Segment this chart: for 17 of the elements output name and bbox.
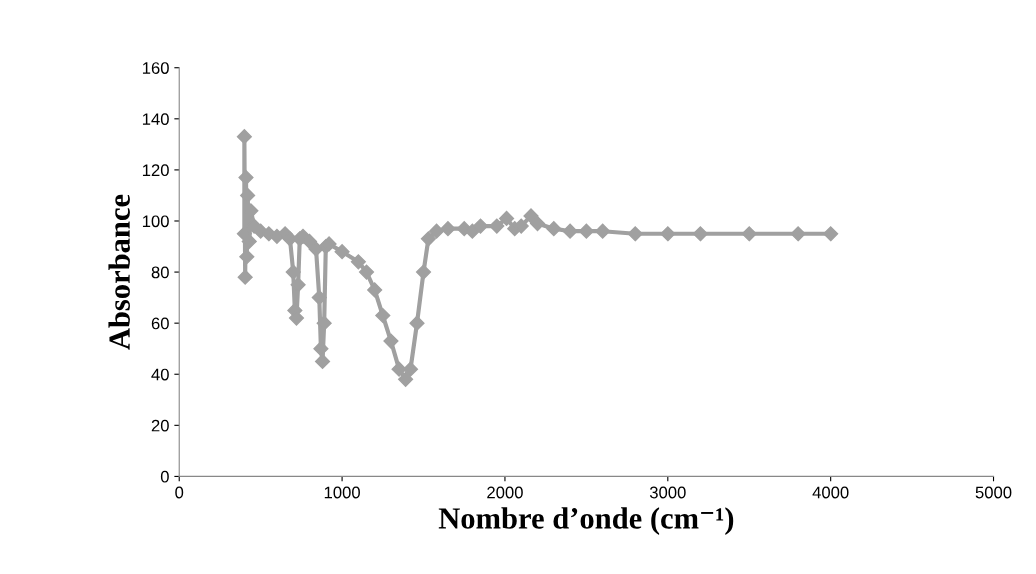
x-tick-label: 3000 (649, 486, 686, 499)
y-tick-label: 60 (151, 317, 169, 330)
x-tick-label: 2000 (487, 486, 523, 499)
y-tick-label: 20 (151, 419, 169, 432)
y-tick-label: 140 (142, 113, 169, 126)
x-tick-label: 5000 (975, 486, 1012, 499)
x-tick-label: 0 (175, 486, 184, 499)
x-axis-title: Nombre d’onde (cm⁻¹) (438, 507, 734, 535)
x-tick-label: 4000 (812, 486, 849, 499)
y-tick-label: 160 (142, 62, 169, 74)
y-tick-label: 120 (142, 164, 169, 177)
x-tick-label: 1000 (324, 486, 360, 499)
y-tick-label: 40 (151, 368, 169, 381)
y-tick-label: 80 (151, 266, 169, 279)
y-tick-label: 100 (142, 215, 169, 228)
y-axis-title: Absorbance (108, 194, 130, 350)
y-tick-label: 0 (160, 470, 169, 483)
